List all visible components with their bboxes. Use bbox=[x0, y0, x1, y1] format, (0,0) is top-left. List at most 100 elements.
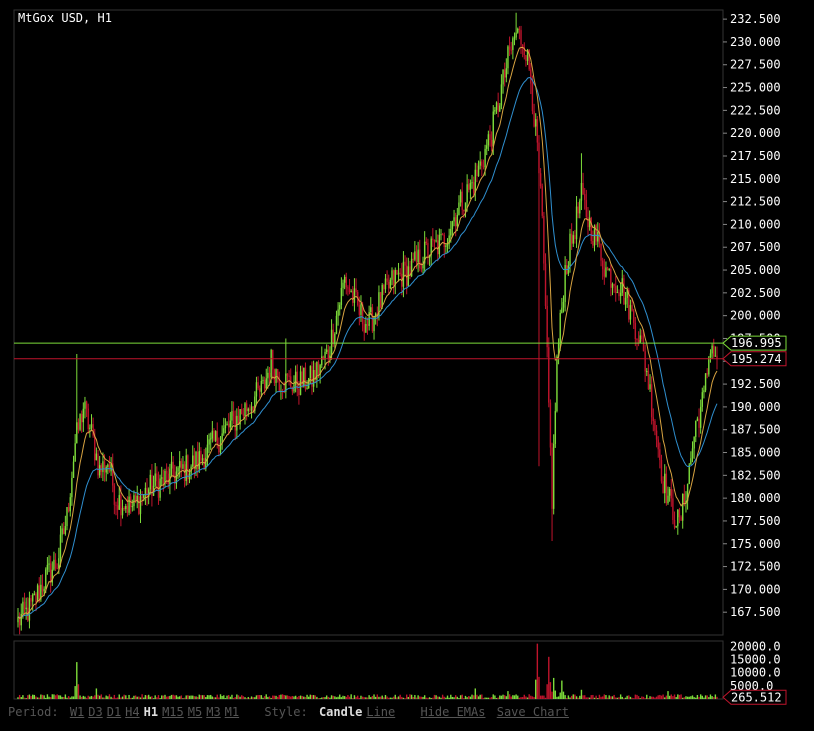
y-tick-label: 177.500 bbox=[730, 514, 781, 528]
volume-bar bbox=[133, 695, 135, 699]
volume-bar bbox=[445, 697, 447, 699]
volume-bar bbox=[82, 695, 85, 699]
volume-bar bbox=[319, 698, 321, 699]
volume-bar bbox=[71, 696, 73, 699]
period-option-h1[interactable]: H1 bbox=[143, 705, 159, 719]
volume-bar bbox=[499, 695, 501, 699]
candle-body bbox=[178, 461, 181, 468]
candle-body bbox=[38, 585, 40, 600]
chart-title: MtGox USD, H1 bbox=[18, 11, 112, 25]
volume-bar bbox=[690, 696, 692, 699]
candle-body bbox=[237, 415, 240, 425]
volume-bar bbox=[363, 697, 365, 699]
volume-bar bbox=[613, 694, 615, 699]
candle-body bbox=[123, 508, 125, 510]
volume-bar bbox=[198, 694, 200, 699]
volume-bar bbox=[146, 695, 148, 699]
volume-bar bbox=[121, 696, 124, 699]
volume-bar bbox=[577, 697, 579, 699]
volume-bar bbox=[357, 695, 359, 699]
volume-bar bbox=[567, 695, 570, 699]
volume-bar bbox=[120, 697, 122, 699]
period-option-m15[interactable]: M15 bbox=[162, 705, 184, 719]
candle-body bbox=[229, 420, 232, 428]
volume-bar bbox=[432, 697, 434, 699]
volume-bar bbox=[276, 696, 279, 699]
candle-body bbox=[324, 351, 326, 360]
period-option-w1[interactable]: W1 bbox=[69, 705, 85, 719]
candle-body bbox=[339, 304, 341, 310]
volume-bar bbox=[383, 697, 385, 699]
candle-body bbox=[58, 558, 60, 569]
candle-body bbox=[296, 371, 298, 390]
volume-bar bbox=[245, 698, 248, 699]
candle-body bbox=[54, 559, 57, 569]
volume-bar bbox=[709, 694, 712, 699]
candle-body bbox=[167, 473, 169, 485]
period-option-m5[interactable]: M5 bbox=[187, 705, 203, 719]
volume-bar bbox=[376, 694, 378, 699]
candle-body bbox=[502, 69, 504, 85]
candle-body bbox=[149, 474, 151, 490]
volume-bar bbox=[59, 695, 62, 699]
volume-bar bbox=[69, 697, 71, 699]
candle-body bbox=[660, 460, 663, 482]
candle-body bbox=[321, 356, 323, 366]
volume-bar bbox=[190, 695, 192, 699]
candle-body bbox=[43, 588, 45, 592]
period-option-m3[interactable]: M3 bbox=[206, 705, 221, 719]
candle-body bbox=[601, 260, 604, 270]
y-tick-label: 192.500 bbox=[730, 377, 781, 391]
style-option-line[interactable]: Line bbox=[366, 705, 396, 719]
candle-body bbox=[265, 378, 267, 389]
volume-bar bbox=[641, 696, 643, 699]
y-tick-label: 207.500 bbox=[730, 240, 781, 254]
volume-bar bbox=[441, 694, 444, 699]
volume-bar bbox=[327, 696, 330, 699]
volume-bar bbox=[401, 696, 403, 699]
candle-body bbox=[352, 291, 354, 303]
volume-bar bbox=[51, 694, 53, 699]
candle-body bbox=[218, 445, 220, 453]
volume-bar bbox=[610, 696, 612, 699]
volume-bar bbox=[63, 696, 65, 699]
volume-bar bbox=[512, 695, 514, 699]
volume-bar bbox=[595, 695, 597, 699]
candle-body bbox=[22, 601, 24, 615]
period-option-m1[interactable]: M1 bbox=[224, 705, 240, 719]
period-option-d3[interactable]: D3 bbox=[88, 705, 103, 719]
candle-body bbox=[392, 270, 395, 285]
style-option-candle[interactable]: Candle bbox=[318, 705, 363, 719]
candle-body bbox=[466, 184, 468, 203]
candle-body bbox=[443, 234, 445, 248]
hide-emas-link[interactable]: Hide EMAs bbox=[420, 705, 486, 719]
volume-bar bbox=[634, 694, 637, 699]
candle-body bbox=[494, 109, 496, 112]
candle-body bbox=[355, 288, 357, 293]
volume-bar bbox=[706, 695, 708, 699]
volume-bar bbox=[288, 696, 290, 699]
period-option-h4[interactable]: H4 bbox=[125, 705, 140, 719]
volume-bar bbox=[704, 695, 707, 699]
volume-bar bbox=[428, 697, 431, 699]
candle-body bbox=[523, 47, 525, 56]
candle-body bbox=[53, 559, 55, 570]
volume-bar bbox=[593, 697, 596, 699]
candle-body bbox=[66, 507, 68, 527]
period-option-d1[interactable]: D1 bbox=[106, 705, 122, 719]
volume-bar bbox=[255, 695, 258, 699]
candle-body bbox=[642, 339, 645, 352]
candle-body bbox=[451, 221, 454, 229]
volume-bar bbox=[461, 694, 463, 699]
candle-body bbox=[244, 403, 246, 416]
volume-bar bbox=[410, 694, 413, 699]
volume-bar bbox=[615, 697, 617, 699]
volume-bar bbox=[241, 695, 243, 699]
candle-body bbox=[147, 489, 150, 497]
volume-bar bbox=[605, 695, 607, 699]
candle-body bbox=[146, 487, 148, 497]
candle-body bbox=[634, 322, 637, 339]
volume-bar bbox=[322, 697, 325, 699]
save-chart-link[interactable]: Save Chart bbox=[496, 705, 569, 719]
